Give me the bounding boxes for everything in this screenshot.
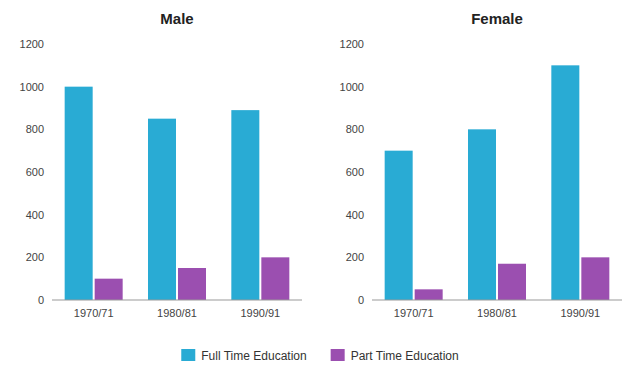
bar	[415, 289, 443, 300]
x-tick-label: 1980/81	[477, 307, 517, 319]
y-tick-label: 1200	[340, 38, 364, 50]
y-tick-label: 0	[38, 294, 44, 306]
legend-label: Full Time Education	[201, 349, 306, 363]
y-tick-label: 600	[26, 166, 44, 178]
bar	[551, 65, 579, 300]
legend-label: Part Time Education	[351, 349, 459, 363]
y-tick-label: 400	[26, 209, 44, 221]
bar	[261, 257, 289, 300]
y-tick-label: 800	[346, 123, 364, 135]
y-tick-label: 200	[346, 251, 364, 263]
bar	[498, 264, 526, 300]
panel: Male 0 200 400 600 800 1000 1200 1970/71 1980/81 1…	[20, 10, 302, 319]
y-tick-label: 1200	[20, 38, 44, 50]
x-tick-label: 1980/81	[157, 307, 197, 319]
legend-item: Full Time Education	[181, 349, 306, 363]
bar	[178, 268, 206, 300]
bar	[95, 279, 123, 300]
bars	[385, 65, 610, 300]
chart-svg: Male 0 200 400 600 800 1000 1200 1970/71 1980/81 1…	[0, 0, 640, 377]
y-tick-label: 1000	[20, 81, 44, 93]
panel: Female 0 200 400 600 800 1000 1200 1970/71 1980/8…	[340, 10, 622, 319]
legend-swatch	[181, 349, 195, 361]
x-tick-label: 1970/71	[394, 307, 434, 319]
y-tick-label: 0	[358, 294, 364, 306]
legend-item: Part Time Education	[331, 349, 459, 363]
y-tick-label: 400	[346, 209, 364, 221]
x-axis-line	[372, 300, 622, 301]
legend: Full Time Education Part Time Education	[181, 349, 458, 363]
x-tick-label: 1970/71	[74, 307, 114, 319]
x-tick-label: 1990/91	[240, 307, 280, 319]
bar	[581, 257, 609, 300]
y-tick-label: 600	[346, 166, 364, 178]
bar	[65, 87, 93, 300]
bar	[231, 110, 259, 300]
legend-swatch	[331, 349, 345, 361]
y-tick-label: 800	[26, 123, 44, 135]
y-tick-label: 200	[26, 251, 44, 263]
bar	[468, 129, 496, 300]
y-tick-label: 1000	[340, 81, 364, 93]
bar	[148, 119, 176, 300]
title: Female	[471, 10, 523, 27]
title: Male	[160, 10, 193, 27]
bars	[65, 87, 290, 300]
x-axis-line	[52, 300, 302, 301]
bar	[385, 151, 413, 300]
x-tick-label: 1990/91	[560, 307, 600, 319]
